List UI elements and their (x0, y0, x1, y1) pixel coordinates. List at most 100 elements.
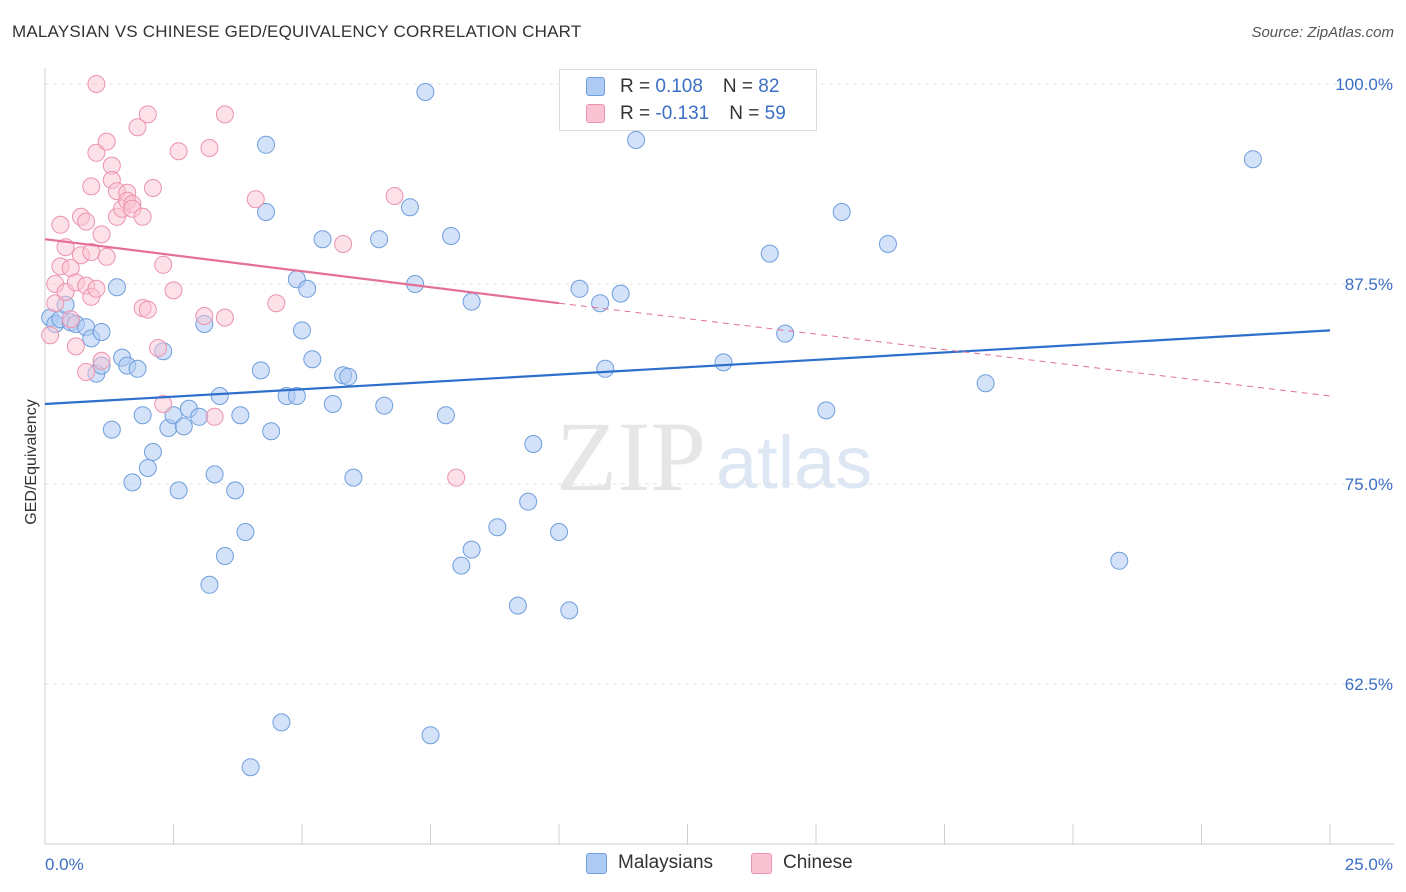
r-value-chinese: -0.131 (655, 103, 710, 124)
malaysian-point (452, 556, 471, 575)
chinese-point (138, 300, 157, 319)
malaysian-point (226, 481, 245, 500)
malaysian-point (817, 401, 836, 420)
x-tick-label-min: 0.0% (45, 855, 84, 874)
malaysian-point (421, 726, 440, 745)
malaysian-point (596, 359, 615, 378)
chinese-point (97, 247, 116, 266)
malaysian-point (92, 323, 111, 341)
malaysian-point (107, 278, 126, 297)
malaysian-point (287, 387, 306, 405)
malaysian-point (1110, 551, 1129, 570)
legend-label-chinese: Chinese (783, 852, 853, 873)
malaysian-point (714, 353, 733, 372)
watermark-atlas: atlas (716, 421, 872, 504)
chinese-trend-extrapolation (558, 302, 1331, 397)
malaysian-point (251, 361, 270, 380)
malaysian-point (878, 235, 897, 253)
chinese-point (46, 294, 65, 313)
malaysian-point (323, 395, 342, 413)
malaysian-point (488, 518, 507, 537)
malaysian-point (174, 417, 193, 436)
malaysian-point (776, 324, 795, 343)
malaysian-point (524, 435, 543, 453)
malaysian-point (231, 406, 250, 425)
chinese-point (66, 337, 85, 356)
chinese-point (447, 468, 466, 487)
chinese-point (97, 132, 116, 151)
malaysian-point (570, 279, 589, 298)
malaysian-point (257, 203, 276, 221)
stats-legend: R = 0.108 N = 82 R = -0.131 N = 59 (559, 69, 817, 131)
chart-title: MALAYSIAN VS CHINESE GED/EQUIVALENCY COR… (12, 22, 582, 41)
chinese-point (41, 326, 60, 345)
malaysian-point (344, 468, 363, 487)
chinese-point (164, 281, 183, 300)
chinese-point (267, 294, 286, 313)
malaysian-point (262, 422, 281, 441)
chinese-point (128, 118, 147, 137)
chinese-point (149, 339, 168, 357)
malaysian-point (832, 203, 851, 221)
chinese-trend-line (44, 238, 560, 305)
r-label: R = (620, 103, 656, 124)
chinese-point (246, 190, 265, 209)
gridlines (45, 83, 1394, 685)
chinese-point (92, 225, 111, 244)
watermark-zip: ZIP (556, 401, 706, 512)
malaysian-point (550, 523, 568, 541)
malaysian-point (257, 135, 276, 154)
malaysian-point (442, 227, 461, 245)
chinese-point (133, 207, 152, 226)
y-tick-label: 75.0% (1345, 475, 1393, 494)
malaysians-points (41, 83, 1262, 777)
malaysian-point (976, 374, 995, 393)
y-axis-label: GED/Equivalency (23, 399, 40, 524)
chinese-point (215, 105, 234, 124)
malaysian-point (627, 131, 646, 149)
chinese-point (87, 143, 106, 162)
malaysian-point (416, 83, 435, 101)
malaysian-point (462, 540, 481, 559)
malaysian-point (205, 465, 224, 484)
malaysian-point (400, 198, 419, 217)
chinese-points (41, 75, 466, 487)
chinese-swatch (586, 104, 605, 123)
n-value-malaysians: 82 (758, 76, 780, 97)
malaysians-trend-line (44, 329, 1331, 406)
chinese-point (138, 105, 157, 124)
chinese-point (77, 212, 96, 231)
trend-lines (44, 238, 1331, 406)
malaysian-point (519, 492, 538, 511)
chinese-point (334, 235, 353, 253)
legend-label-malaysians: Malaysians (618, 852, 714, 873)
chinese-point (77, 363, 96, 381)
axes (44, 68, 1394, 845)
malaysian-point (313, 230, 332, 249)
chinese-point (87, 279, 106, 298)
malaysian-point (241, 758, 260, 777)
malaysian-point (303, 350, 322, 369)
watermark: ZIP atlas (556, 401, 872, 512)
chinese-point (51, 215, 70, 234)
y-tick-label: 100.0% (1335, 75, 1393, 94)
malaysian-point (293, 321, 311, 340)
malaysian-point (370, 230, 389, 249)
chinese-point (92, 351, 111, 370)
chinese-point (169, 142, 188, 161)
malaysian-point (128, 359, 147, 378)
malaysians-legend-swatch (586, 853, 607, 874)
malaysian-point (462, 292, 481, 311)
malaysian-point (164, 406, 183, 425)
r-label: R = (620, 76, 656, 97)
malaysian-point (339, 367, 358, 386)
source-label: Source: ZipAtlas.com (1251, 24, 1394, 41)
malaysian-point (298, 279, 317, 298)
malaysian-point (375, 396, 394, 415)
chinese-point (87, 75, 106, 93)
malaysian-point (200, 575, 219, 594)
n-label: N = (729, 103, 765, 124)
malaysian-point (102, 420, 121, 439)
malaysian-point (133, 406, 152, 425)
